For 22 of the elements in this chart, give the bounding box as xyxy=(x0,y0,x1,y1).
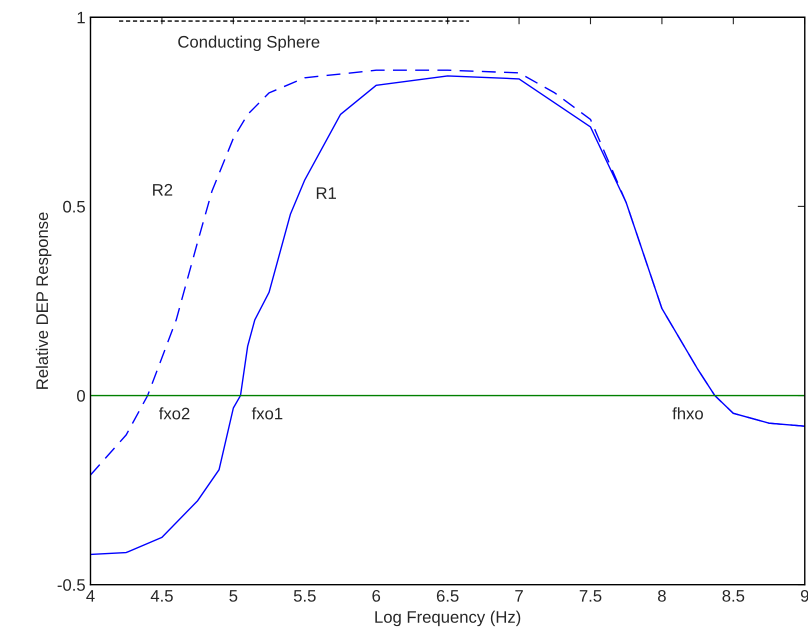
x-tick-label: 6.5 xyxy=(436,590,459,602)
series-label: Conducting Sphere xyxy=(178,35,320,52)
annotation: fxo2 xyxy=(158,407,190,420)
y-tick-label: 1 xyxy=(78,12,85,24)
x-tick-label: 5.5 xyxy=(294,590,316,602)
y-tick-label: 0 xyxy=(77,390,85,402)
annotation: fhxo xyxy=(672,407,703,420)
y-tick-label: 0.5 xyxy=(63,200,85,213)
x-tick-label: 5 xyxy=(229,590,238,602)
y-axis-title: Relative DEP Response xyxy=(36,212,52,389)
series-label: R1 xyxy=(316,187,336,199)
x-tick-label: 6 xyxy=(372,590,380,602)
x-tick-label: 7 xyxy=(515,590,523,602)
x-tick-label: 7.5 xyxy=(580,590,602,602)
x-tick-label: 4 xyxy=(86,590,95,602)
x-axis-title: Log Frequency (Hz) xyxy=(375,610,520,626)
x-tick-label: 8 xyxy=(658,590,666,602)
annotation: fxo1 xyxy=(252,407,282,420)
x-tick-label: 4.5 xyxy=(150,590,173,602)
x-tick-label: 8.5 xyxy=(722,590,744,602)
text: R2 xyxy=(153,184,172,196)
y-tick-label: -0.5 xyxy=(58,579,85,591)
